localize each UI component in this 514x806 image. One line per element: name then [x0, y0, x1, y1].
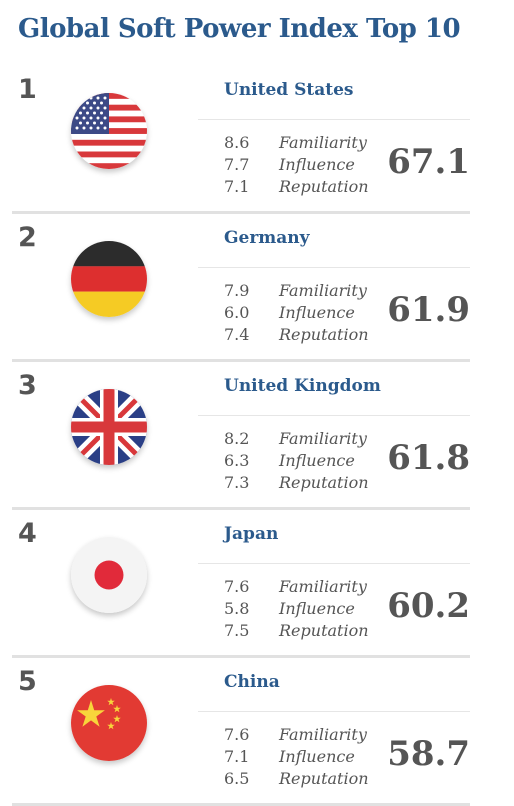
influence-label: Influence [279, 747, 355, 766]
influence-value: 6.0 [224, 303, 250, 322]
row-divider [12, 211, 470, 214]
total-score: 61.9 [387, 290, 470, 330]
page-title: Global Soft Power Index Top 10 [18, 14, 461, 44]
familiarity-metric: 7.6 Familiarity [224, 724, 369, 746]
reputation-value: 7.1 [224, 177, 250, 196]
separator [198, 119, 470, 120]
familiarity-label: Familiarity [279, 281, 367, 300]
reputation-label: Reputation [279, 325, 369, 344]
familiarity-value: 7.6 [224, 725, 250, 744]
country-name[interactable]: Japan [224, 524, 279, 544]
familiarity-value: 7.9 [224, 281, 250, 300]
separator [198, 415, 470, 416]
familiarity-value: 7.6 [224, 577, 250, 596]
influence-value: 7.1 [224, 747, 250, 766]
influence-label: Influence [279, 155, 355, 174]
influence-value: 7.7 [224, 155, 250, 174]
rank-number: 5 [18, 666, 37, 697]
metrics-list: 7.6 Familiarity 5.8 Influence 7.5 Reputatio… [224, 576, 369, 642]
rank-number: 1 [18, 74, 37, 105]
row-divider [12, 655, 470, 658]
familiarity-label: Familiarity [279, 429, 367, 448]
reputation-value: 7.4 [224, 325, 250, 344]
influence-metric: 7.7 Influence [224, 154, 369, 176]
metrics-list: 7.9 Familiarity 6.0 Influence 7.4 Reputatio… [224, 280, 369, 346]
separator [198, 711, 470, 712]
metrics-list: 7.6 Familiarity 7.1 Influence 6.5 Reputatio… [224, 724, 369, 790]
reputation-value: 6.5 [224, 769, 250, 788]
familiarity-label: Familiarity [279, 133, 367, 152]
reputation-metric: 7.1 Reputation [224, 176, 369, 198]
reputation-label: Reputation [279, 769, 369, 788]
familiarity-label: Familiarity [279, 577, 367, 596]
total-score: 61.8 [387, 438, 470, 478]
reputation-label: Reputation [279, 177, 369, 196]
familiarity-metric: 8.6 Familiarity [224, 132, 369, 154]
total-score: 60.2 [387, 586, 470, 626]
familiarity-metric: 8.2 Familiarity [224, 428, 369, 450]
reputation-value: 7.3 [224, 473, 250, 492]
japan-flag-icon [71, 537, 147, 613]
ranking-row-germany[interactable]: 2 Germany 7.9 Familiarity 6.0 Influence 7.… [0, 214, 514, 362]
influence-value: 6.3 [224, 451, 250, 470]
reputation-value: 7.5 [224, 621, 250, 640]
reputation-label: Reputation [279, 473, 369, 492]
separator [198, 563, 470, 564]
germany-flag-icon [71, 241, 147, 317]
metrics-list: 8.2 Familiarity 6.3 Influence 7.3 Reputatio… [224, 428, 369, 494]
row-divider [12, 359, 470, 362]
total-score: 58.7 [387, 734, 470, 774]
influence-metric: 5.8 Influence [224, 598, 369, 620]
reputation-metric: 7.4 Reputation [224, 324, 369, 346]
us-flag-icon [71, 93, 147, 169]
influence-label: Influence [279, 303, 355, 322]
metrics-list: 8.6 Familiarity 7.7 Influence 7.1 Reputatio… [224, 132, 369, 198]
influence-metric: 6.3 Influence [224, 450, 369, 472]
separator [198, 267, 470, 268]
influence-label: Influence [279, 451, 355, 470]
familiarity-value: 8.6 [224, 133, 250, 152]
influence-label: Influence [279, 599, 355, 618]
reputation-metric: 6.5 Reputation [224, 768, 369, 790]
reputation-label: Reputation [279, 621, 369, 640]
familiarity-metric: 7.9 Familiarity [224, 280, 369, 302]
china-flag-icon [71, 685, 147, 761]
rank-number: 2 [18, 222, 37, 253]
reputation-metric: 7.5 Reputation [224, 620, 369, 642]
row-divider [12, 507, 470, 510]
rank-number: 3 [18, 370, 37, 401]
country-name[interactable]: United Kingdom [224, 376, 381, 396]
ranking-row-china[interactable]: 5 China 7.6 Familiarity 7.1 Influence 6.5 R… [0, 658, 514, 806]
rank-number: 4 [18, 518, 37, 549]
country-name[interactable]: United States [224, 80, 354, 100]
familiarity-metric: 7.6 Familiarity [224, 576, 369, 598]
reputation-metric: 7.3 Reputation [224, 472, 369, 494]
influence-metric: 7.1 Influence [224, 746, 369, 768]
uk-flag-icon [71, 389, 147, 465]
familiarity-value: 8.2 [224, 429, 250, 448]
ranking-list: 1 [0, 66, 514, 806]
influence-value: 5.8 [224, 599, 250, 618]
ranking-row-japan[interactable]: 4 Japan 7.6 Familiarity 5.8 Influence 7.5 R… [0, 510, 514, 658]
ranking-row-united-states[interactable]: 1 [0, 66, 514, 214]
country-name[interactable]: China [224, 672, 280, 692]
influence-metric: 6.0 Influence [224, 302, 369, 324]
ranking-row-united-kingdom[interactable]: 3 United Kingdom 8.2 Familiarity 6.3 Influ… [0, 362, 514, 510]
country-name[interactable]: Germany [224, 228, 310, 248]
familiarity-label: Familiarity [279, 725, 367, 744]
total-score: 67.1 [387, 142, 470, 182]
